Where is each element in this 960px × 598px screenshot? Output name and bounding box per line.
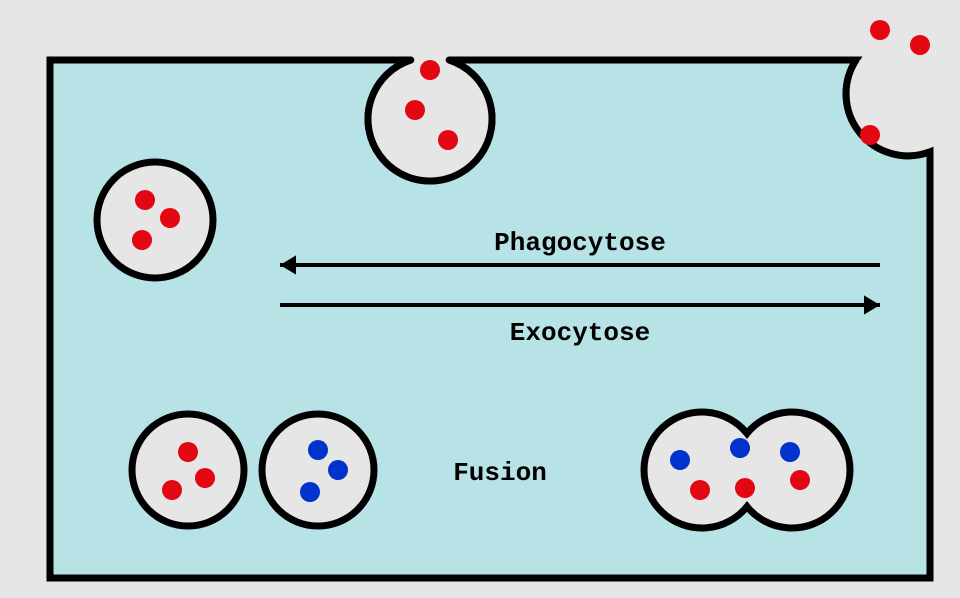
fusion-right-dot-1	[690, 480, 710, 500]
vesicle-free-dot-2	[132, 230, 152, 250]
label-fusion: Fusion	[453, 458, 547, 488]
fusion-right-dot-3	[735, 478, 755, 498]
fusion-left-b-dot-0	[308, 440, 328, 460]
fusion-left-a-dot-1	[195, 468, 215, 488]
fusion-right-dot-5	[790, 470, 810, 490]
fusion-left-vesicle-b	[262, 414, 374, 526]
label-phago: Phagocytose	[494, 228, 666, 258]
fusion-left-b-dot-1	[328, 460, 348, 480]
fusion-left-a-dot-0	[178, 442, 198, 462]
fusion-right-vesicle	[644, 412, 850, 528]
exo-dot-out-0	[870, 20, 890, 40]
vesicle-free	[97, 162, 213, 278]
exo-dot-out-1	[910, 35, 930, 55]
fusion-left-vesicle-a	[132, 414, 244, 526]
vesicle-free-dot-1	[160, 208, 180, 228]
label-exo: Exocytose	[510, 318, 650, 348]
phago-dot-1	[405, 100, 425, 120]
vesicle-free-dot-0	[135, 190, 155, 210]
fusion-right-dot-0	[670, 450, 690, 470]
fusion-left-a-dot-2	[162, 480, 182, 500]
phago-dot-0	[420, 60, 440, 80]
exo-dot-in-0	[860, 125, 880, 145]
fusion-right-dot-2	[730, 438, 750, 458]
fusion-left-b-dot-2	[300, 482, 320, 502]
fusion-right-dot-4	[780, 442, 800, 462]
phago-dot-2	[438, 130, 458, 150]
